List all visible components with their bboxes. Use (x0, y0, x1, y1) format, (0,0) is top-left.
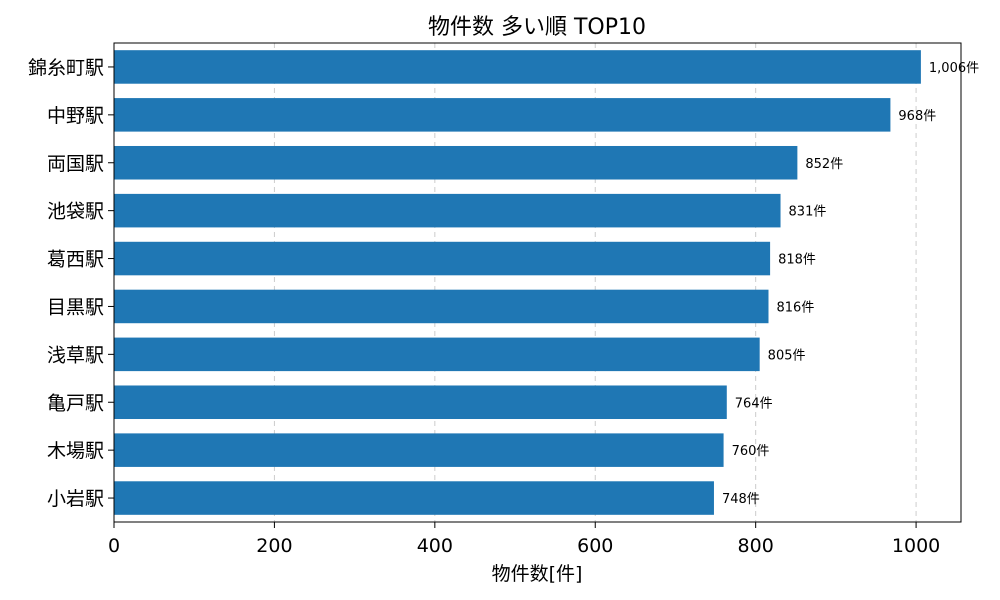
data-label: 748件 (722, 492, 760, 507)
bar (114, 193, 781, 228)
bar (114, 98, 891, 132)
x-tick-label: 200 (256, 535, 292, 557)
tick-layer: 0 200 400 600 800 1000 (108, 66, 940, 557)
category-label: 亀戸駅 (47, 392, 104, 414)
plot-frame (113, 42, 962, 523)
bar (114, 50, 921, 84)
category-label: 池袋駅 (47, 201, 104, 223)
data-label: 818件 (778, 253, 816, 268)
x-tick-label: 600 (577, 535, 613, 557)
x-tick-label: 1000 (892, 535, 940, 557)
category-label: 木場駅 (47, 440, 104, 462)
data-label: 1,006件 (929, 61, 979, 76)
category-label: 小岩駅 (47, 488, 104, 510)
category-label: 目黒駅 (47, 296, 104, 318)
x-tick-label: 800 (738, 535, 774, 557)
category-label: 錦糸町駅 (28, 57, 104, 79)
x-tick-label: 400 (417, 535, 453, 557)
x-tick-label: 0 (108, 535, 120, 557)
bar (114, 433, 724, 467)
category-label: 中野駅 (47, 105, 104, 127)
data-label: 816件 (777, 300, 815, 315)
data-label: 852件 (805, 157, 843, 172)
data-label: 831件 (789, 205, 827, 220)
x-axis-label: 物件数[件] (492, 563, 583, 585)
category-label: 両国駅 (47, 153, 104, 175)
bar (114, 145, 798, 180)
data-label: 764件 (735, 396, 773, 411)
chart-title: 物件数 多い順 TOP10 (428, 15, 646, 40)
bar (114, 337, 760, 372)
data-label: 760件 (732, 444, 770, 459)
category-label: 浅草駅 (47, 344, 104, 366)
bar (114, 481, 714, 515)
bar (114, 385, 727, 420)
bar-layer (114, 50, 921, 515)
category-label: 葛西駅 (47, 249, 104, 271)
data-label: 968件 (898, 109, 936, 124)
bar (114, 289, 769, 324)
data-label: 805件 (768, 348, 806, 363)
bar (114, 241, 771, 276)
